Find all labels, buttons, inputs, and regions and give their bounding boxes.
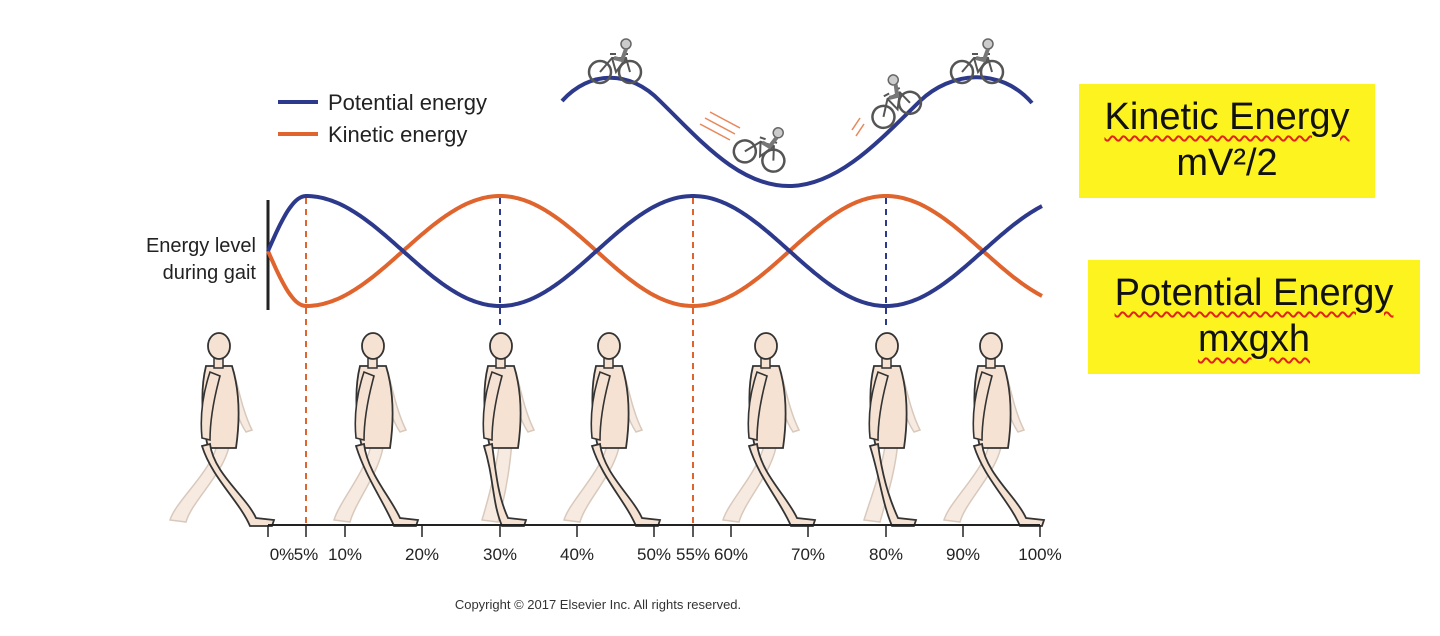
x-axis: 0% 5% 10% 20% 30% 40% 50% 55% 60% 70% 80% 90% 100%: [267, 524, 1062, 564]
bicycle-icon: [871, 74, 923, 130]
x-tick-label: 5%: [294, 545, 319, 564]
speed-line: [699, 123, 731, 141]
legend-potential-label: Potential energy: [328, 90, 487, 115]
potential-box-title: Potential Energy: [1114, 272, 1394, 314]
y-axis-label-line1: Energy level: [146, 235, 256, 257]
speed-line: [851, 117, 861, 131]
y-axis-label-line2: during gait: [163, 262, 257, 284]
speed-line: [855, 123, 865, 137]
bicycle-icon: [587, 38, 643, 85]
x-tick-label: 100%: [1018, 545, 1061, 564]
walking-person-icon: [481, 332, 536, 527]
walking-person-icon: [722, 332, 817, 527]
x-tick-label: 90%: [946, 545, 980, 564]
x-tick-label: 55%: [676, 545, 710, 564]
x-tick-label: 10%: [328, 545, 362, 564]
x-tick-label: 80%: [869, 545, 903, 564]
potential-box-formula: mxgxh: [1198, 318, 1310, 360]
kinetic-energy-curve: [266, 194, 1043, 308]
kinetic-box-title: Kinetic Energy: [1104, 96, 1350, 138]
x-tick-label: 30%: [483, 545, 517, 564]
bicycle-icon: [949, 38, 1005, 85]
x-tick-label: 50%: [637, 545, 671, 564]
kinetic-energy-box: Kinetic Energy mV²/2: [1079, 84, 1375, 198]
legend-kinetic-label: Kinetic energy: [328, 122, 467, 147]
walking-person-icon: [863, 332, 922, 527]
walking-figures: [169, 332, 1046, 527]
potential-energy-curve: [266, 194, 1043, 308]
hill-curve: [560, 75, 1034, 189]
speed-line: [704, 117, 736, 135]
legend: Potential energy Kinetic energy: [278, 90, 487, 147]
x-tick-label: 70%: [791, 545, 825, 564]
walking-person-icon: [943, 332, 1046, 527]
x-tick-label: 0%: [270, 545, 295, 564]
copyright-text: Copyright © 2017 Elsevier Inc. All right…: [455, 597, 741, 612]
bicycles: [587, 38, 1005, 173]
walking-person-icon: [333, 332, 420, 527]
x-tick-label: 40%: [560, 545, 594, 564]
kinetic-box-formula: mV²/2: [1176, 142, 1278, 184]
bicycle-icon: [732, 127, 786, 173]
y-axis: Energy level during gait: [146, 200, 270, 310]
x-tick-label: 20%: [405, 545, 439, 564]
speed-line: [709, 111, 741, 129]
x-tick-label: 60%: [714, 545, 748, 564]
walking-person-icon: [563, 332, 662, 527]
walking-person-icon: [169, 332, 276, 527]
potential-energy-box: Potential Energy mxgxh: [1088, 260, 1420, 374]
